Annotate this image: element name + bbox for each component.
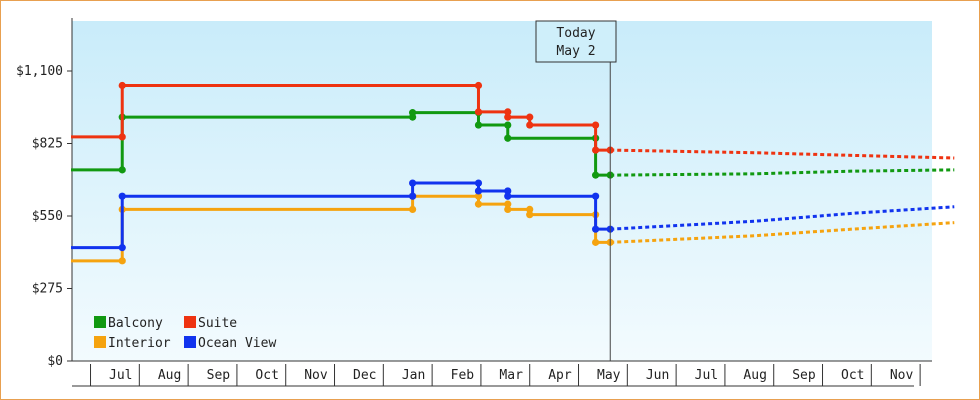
- today-box: [535, 20, 617, 63]
- y-tick-label: $0: [47, 354, 63, 369]
- series-forecast-line: [610, 168, 955, 177]
- series-line: [71, 194, 611, 263]
- x-month-label: Jul: [695, 368, 718, 383]
- legend-item-ocean-view: Ocean View: [184, 336, 276, 351]
- x-month-label: Sep: [792, 368, 816, 383]
- x-month-label: Jan: [402, 368, 425, 383]
- data-point: [409, 192, 417, 200]
- x-month-label: Nov: [890, 368, 914, 383]
- data-point: [526, 113, 534, 121]
- legend: Balcony Suite Interior Ocean View: [94, 316, 276, 351]
- today-date: May 2: [556, 44, 595, 59]
- x-month-label: Aug: [158, 368, 181, 383]
- data-point: [592, 225, 600, 233]
- data-point: [504, 108, 512, 116]
- x-month-label: May: [597, 368, 621, 383]
- legend-swatch: [184, 336, 196, 348]
- data-point: [118, 166, 126, 174]
- x-month-label: Nov: [304, 368, 328, 383]
- y-tick-label: $825: [32, 137, 63, 152]
- data-point: [592, 171, 600, 179]
- data-point: [474, 200, 483, 208]
- x-month-label: Sep: [207, 368, 231, 383]
- series-layer: [71, 81, 955, 265]
- data-point: [526, 211, 534, 219]
- series-suite: [71, 81, 955, 160]
- series-forecast-line: [610, 148, 955, 160]
- today-marker: Today May 2: [535, 20, 617, 361]
- x-month-label: Mar: [499, 368, 523, 383]
- y-tick-label: $1,100: [16, 64, 63, 79]
- data-point: [118, 257, 126, 265]
- data-point: [118, 244, 126, 252]
- data-point: [526, 205, 534, 214]
- legend-label: Suite: [198, 316, 237, 331]
- data-point: [504, 134, 512, 142]
- data-point: [592, 121, 600, 129]
- x-month-label: Oct: [255, 368, 278, 383]
- legend-label: Balcony: [108, 316, 163, 331]
- x-month-label: Dec: [353, 368, 376, 383]
- x-month-label: Apr: [548, 368, 572, 383]
- legend-swatch: [184, 316, 196, 328]
- data-point: [474, 187, 483, 195]
- data-point: [409, 109, 417, 117]
- series-ocean-view: [71, 179, 955, 252]
- data-point: [474, 192, 483, 200]
- legend-swatch: [94, 316, 106, 328]
- legend-item-suite: Suite: [184, 316, 237, 331]
- data-point: [526, 121, 534, 129]
- data-point: [118, 133, 126, 141]
- data-point: [592, 146, 600, 154]
- data-point: [592, 192, 600, 200]
- legend-item-balcony: Balcony: [94, 316, 163, 331]
- series-line: [71, 181, 611, 250]
- data-point: [474, 121, 483, 129]
- y-tick-label: $275: [32, 282, 63, 297]
- legend-label: Interior: [108, 336, 171, 351]
- data-point: [504, 192, 512, 200]
- today-label: Today: [556, 26, 595, 41]
- x-month-label: Feb: [451, 368, 475, 383]
- x-month-label: Aug: [743, 368, 766, 383]
- legend-item-interior: Interior: [94, 336, 171, 351]
- legend-swatch: [94, 336, 106, 348]
- y-axis: $0 $275 $550 $825 $1,100: [16, 18, 73, 369]
- series-forecast-line: [610, 221, 955, 244]
- data-point: [592, 238, 600, 246]
- y-tick-label: $550: [32, 209, 63, 224]
- data-point: [504, 121, 512, 129]
- data-point: [118, 81, 126, 90]
- data-point: [474, 179, 483, 187]
- data-point: [409, 179, 417, 187]
- series-forecast-line: [610, 205, 955, 231]
- data-point: [474, 81, 483, 90]
- legend-label: Ocean View: [198, 336, 276, 351]
- data-point: [409, 205, 417, 214]
- x-month-label: Jun: [646, 368, 669, 383]
- data-point: [118, 192, 126, 200]
- x-month-label: Jul: [109, 368, 132, 383]
- x-axis: Jul Aug Sep Oct Nov Dec Jan Feb Mar Apr May Jun Jul A…: [72, 360, 932, 387]
- data-point: [504, 113, 512, 121]
- data-point: [504, 205, 512, 214]
- data-point: [504, 200, 512, 208]
- x-month-label: Oct: [841, 368, 864, 383]
- data-point: [474, 108, 483, 116]
- data-point: [504, 187, 512, 195]
